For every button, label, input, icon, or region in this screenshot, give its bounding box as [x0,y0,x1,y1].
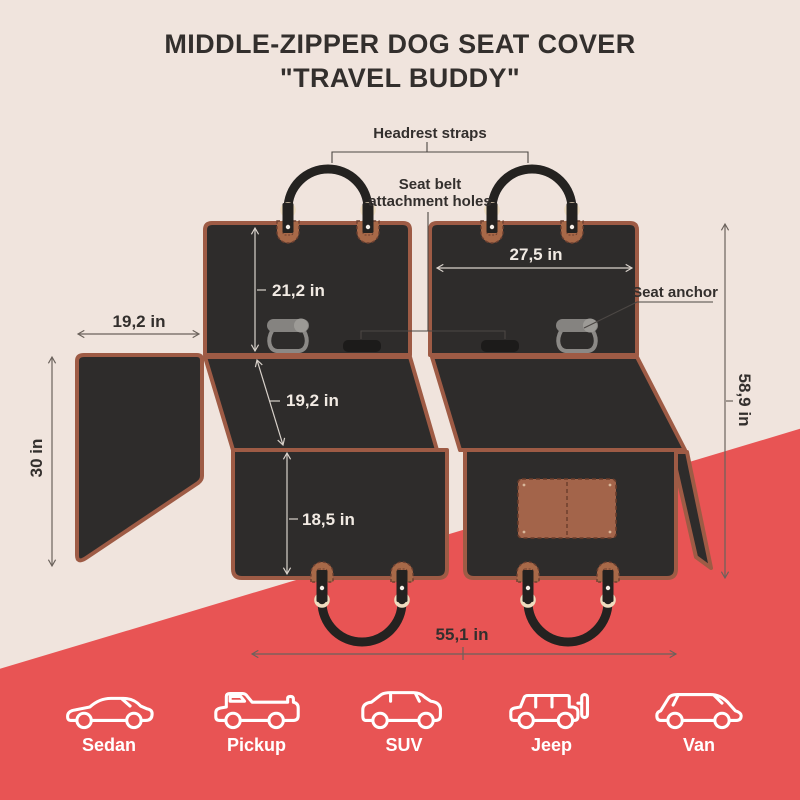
right-back-panel [428,221,639,357]
vehicle-label: Sedan [81,735,137,755]
seat-belt-hole-right [481,340,519,352]
jeep-icon [508,693,589,730]
dim-back-width-label: 27,5 in [510,245,563,264]
dim-back-height-label: 21,2 in [272,281,325,300]
dim-front-height-label: 18,5 in [302,510,355,529]
page-title: MIDDLE-ZIPPER DOG SEAT COVER "TRAVEL BUD… [0,27,800,95]
dim-seat-depth: 19,2 in [254,358,339,447]
van-icon [655,693,743,730]
annotation-seat-anchor: Seat anchor [583,284,718,329]
suv-icon [361,691,442,730]
vehicle-pickup: Pickup [193,684,321,756]
dim-flap-width: 19,2 in [76,312,201,339]
seat-cover-illustration [75,164,713,647]
seat-belt-label-line1: Seat belt [399,176,462,193]
annotation-headrest-straps: Headrest straps [331,125,529,163]
dim-back-height: 21,2 in [250,226,325,353]
vehicle-suv: SUV [340,684,468,756]
sedan-icon [66,696,154,730]
dim-flap-height-label: 30 in [27,439,46,478]
headrest-straps-label: Headrest straps [373,125,486,142]
seat-anchor-label: Seat anchor [632,284,718,301]
dim-seat-depth-label: 19,2 in [286,391,339,410]
right-side-flap-edge [670,450,713,570]
pickup-icon [213,692,300,730]
seat-anchor-left [267,318,309,353]
vehicle-jeep: Jeep [488,684,616,756]
dim-front-height: 18,5 in [282,451,355,576]
headrest-strap-right [480,164,584,244]
vehicle-sedan: Sedan [45,684,173,756]
vehicle-label: Van [682,735,716,755]
dim-back-width: 27,5 in [435,245,634,273]
dim-flap-height: 30 in [27,355,57,568]
page-title-line1: MIDDLE-ZIPPER DOG SEAT COVER [164,29,636,59]
seat-belt-label-line2: attachment holes [368,193,491,210]
dim-total-height-label: 58,9 in [735,374,754,427]
vehicle-label: SUV [385,735,423,755]
dim-total-width-label: 55,1 in [436,625,489,644]
bottom-strap-right [516,561,620,647]
dim-flap-width-label: 19,2 in [113,312,166,331]
storage-pocket [517,478,617,539]
dim-total-width: 55,1 in [250,625,678,660]
annotation-seat-belt-holes: Seat belt attachment holes [360,176,506,339]
dim-total-height: 58,9 in [720,222,754,580]
seat-belt-hole-left [343,340,381,352]
headrest-strap-left [276,164,380,244]
page-title-line2: "TRAVEL BUDDY" [279,63,521,93]
compatible-vehicles-row: Sedan Pickup SUV Jeep Van [45,684,763,756]
right-seat-panel [430,355,687,452]
vehicle-label: Pickup [226,735,287,755]
left-side-flap [75,353,204,563]
vehicle-label: Jeep [530,735,573,755]
bottom-strap-left [310,561,414,647]
vehicle-van: Van [635,684,763,756]
